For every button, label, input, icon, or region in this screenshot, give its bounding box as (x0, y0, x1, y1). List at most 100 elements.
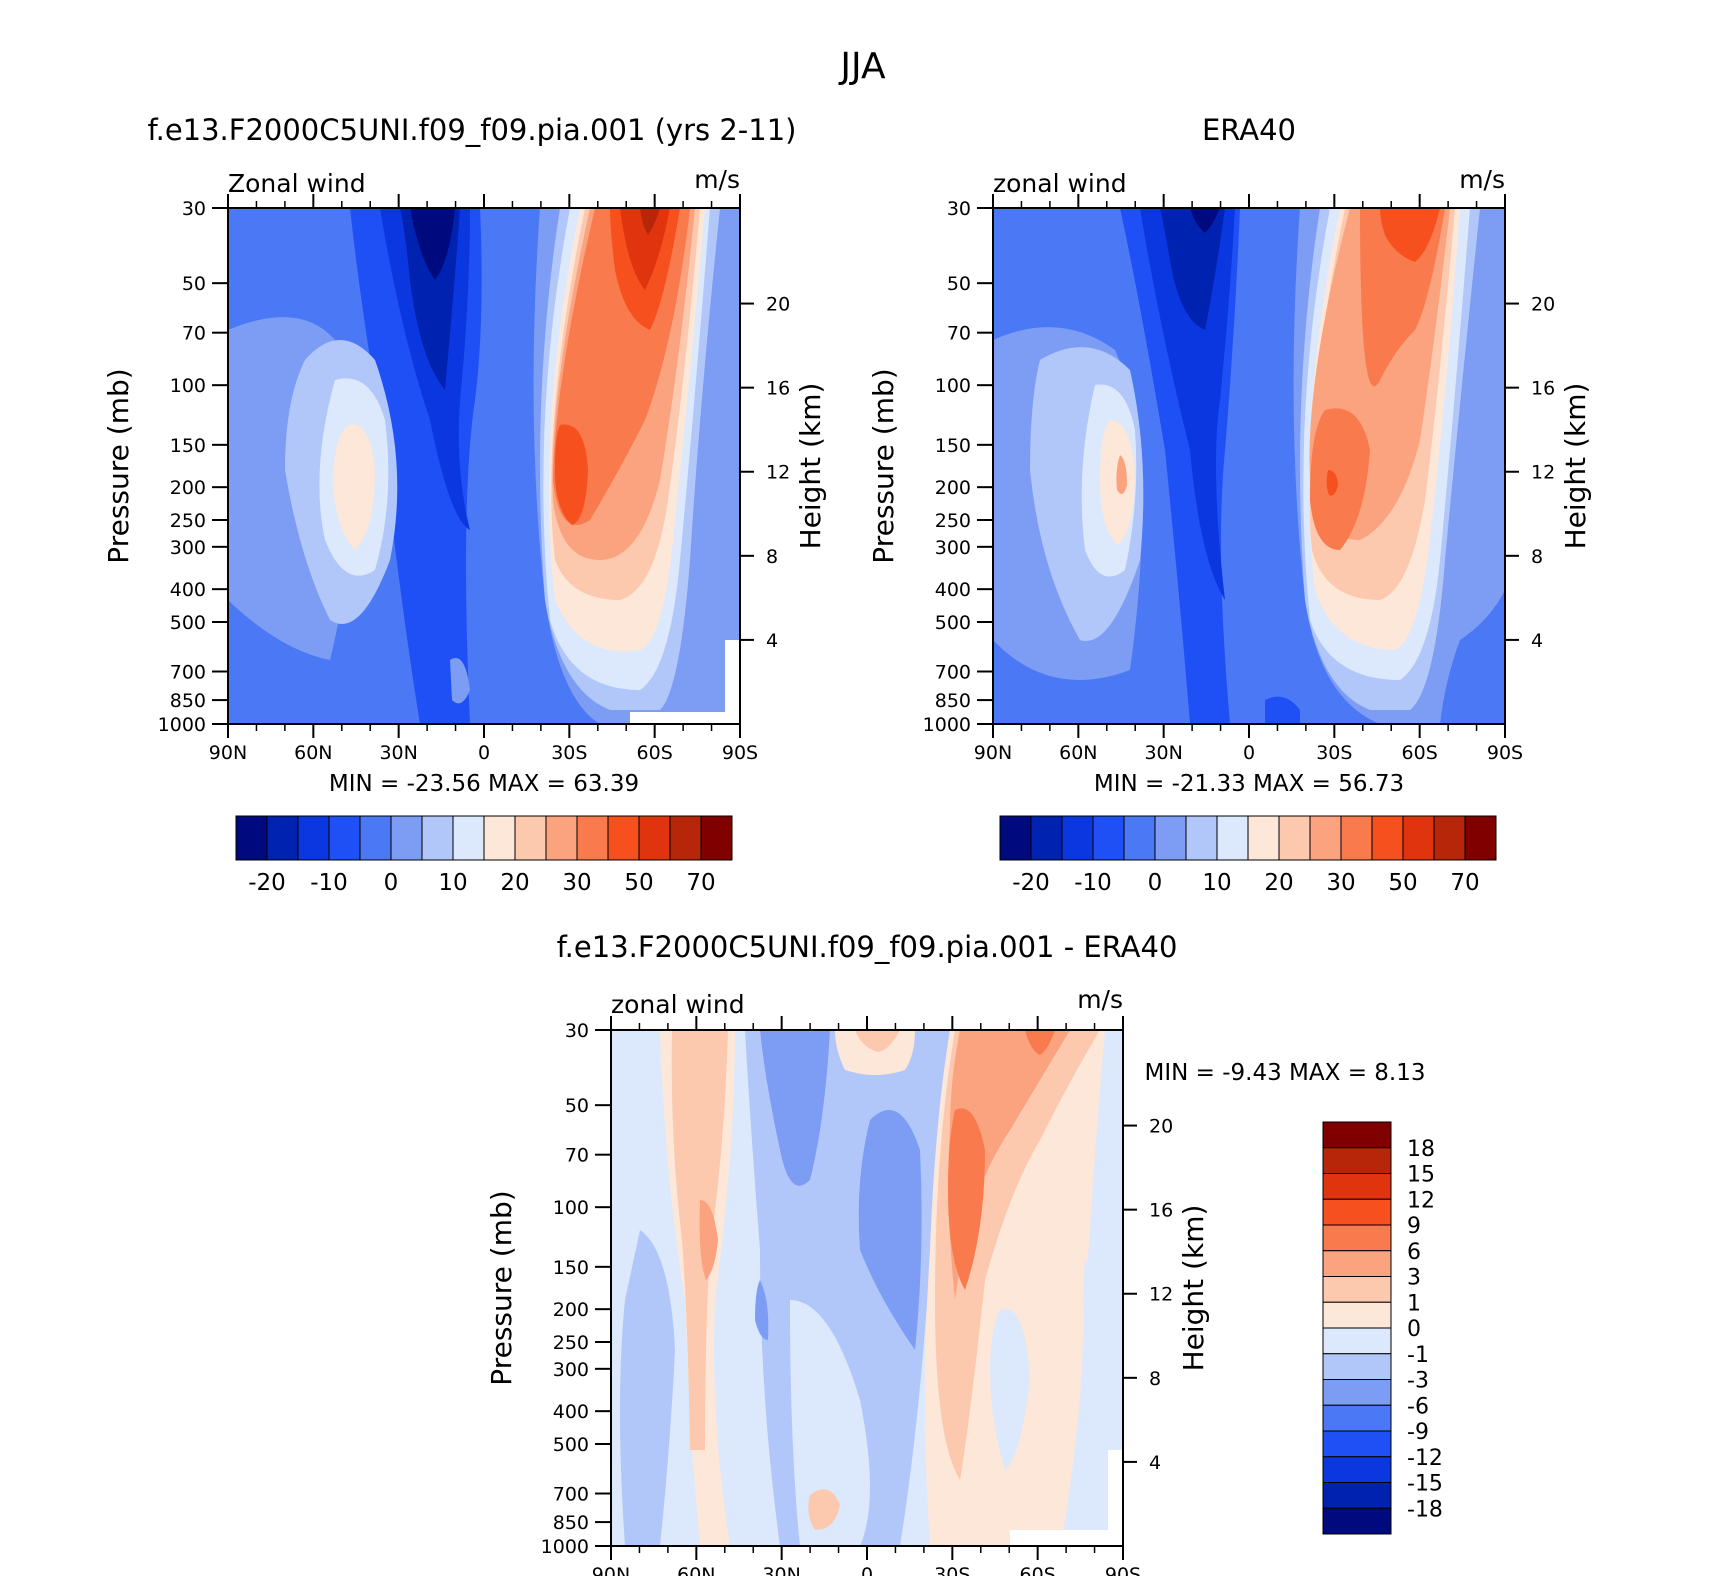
colorbar-swatch (1278, 815, 1311, 861)
y2-axis-title: Height (km) (1177, 1205, 1210, 1372)
contour-band (1083, 1260, 1110, 1372)
colorbar-swatch (576, 815, 609, 861)
colorbar-label: 1 (1407, 1291, 1421, 1316)
contour-band (790, 1300, 870, 1546)
y-tick-label: 70 (947, 323, 971, 345)
x-tick-label: 60N (294, 742, 332, 764)
colorbar-swatch (1322, 1276, 1392, 1303)
y-tick-label: 100 (935, 375, 971, 397)
contour-band (1440, 590, 1505, 724)
colorbar-label: 10 (1202, 870, 1231, 896)
y-tick-label: 250 (553, 1332, 589, 1354)
min-max-text: MIN = -9.43 MAX = 8.13 (1145, 1060, 1426, 1086)
colorbar-label: 70 (1450, 870, 1479, 896)
y-axis-title: Pressure (mb) (485, 1190, 518, 1385)
contour-field (611, 1030, 1123, 1546)
colorbar-label: 50 (1388, 870, 1417, 896)
colorbar-swatch (421, 815, 454, 861)
y-tick-label: 100 (170, 375, 206, 397)
contour-band (1310, 408, 1370, 550)
y-tick-label: 500 (935, 612, 971, 634)
contour-band (450, 658, 470, 704)
y-tick-label: 250 (170, 510, 206, 532)
colorbar-label: 0 (384, 870, 399, 896)
colorbar-swatch (1030, 815, 1063, 861)
height-tick-label: 4 (766, 630, 778, 652)
colorbar-label: 30 (1326, 870, 1355, 896)
colorbar-swatch (359, 815, 392, 861)
contour-band (640, 208, 660, 235)
y2-axis-title: Height (km) (794, 383, 827, 550)
panel-diff: f.e13.F2000C5UNI.f09_f09.pia.001 - ERA40… (485, 930, 1443, 1576)
colorbar-swatch (1322, 1198, 1392, 1226)
y-tick-label: 200 (935, 477, 971, 499)
contour-band (228, 208, 335, 330)
colorbar-label: 0 (1148, 870, 1163, 896)
contour-field (228, 208, 740, 724)
colorbar: -20 -10 0 10 20 30 50 70 (999, 815, 1497, 896)
height-tick-label: 20 (1531, 294, 1555, 316)
figure-title: JJA (838, 46, 886, 87)
colorbar-swatch (1340, 815, 1373, 861)
height-tick-label: 4 (1531, 630, 1543, 652)
colorbar-label: 3 (1407, 1266, 1421, 1291)
y-tick-label: 700 (935, 662, 971, 684)
y-tick-label: 850 (170, 690, 206, 712)
colorbar-label: 70 (686, 870, 715, 896)
colorbar-label: 20 (1264, 870, 1293, 896)
x-tick-label: 90N (974, 742, 1012, 764)
variable-label: Zonal wind (228, 169, 366, 198)
colorbar-swatch (1123, 815, 1156, 861)
missing-data (630, 712, 725, 724)
contour-band (835, 1030, 915, 1075)
y-axis-title: Pressure (mb) (102, 368, 135, 563)
x-tick-label: 60S (637, 742, 673, 764)
colorbar-label: -10 (1074, 870, 1112, 896)
y-tick-label: 850 (935, 690, 971, 712)
colorbar-swatch (1154, 815, 1187, 861)
x-tick-label: 0 (1243, 742, 1255, 764)
x-tick-label: 60N (1059, 742, 1097, 764)
height-tick-label: 8 (766, 546, 778, 568)
contour-band (1380, 208, 1440, 262)
y-tick-label: 300 (553, 1359, 589, 1381)
y-tick-label: 1000 (158, 714, 206, 736)
contour-band (1360, 208, 1445, 387)
colorbar-swatch (235, 815, 268, 861)
x-tick-label: 90N (209, 742, 247, 764)
x-tick-label: 30S (1316, 742, 1352, 764)
height-tick-label: 16 (766, 378, 790, 400)
colorbar-label: -15 (1407, 1472, 1443, 1497)
colorbar-swatch (638, 815, 671, 861)
contour-band (1116, 455, 1127, 494)
y-tick-label: 70 (182, 323, 206, 345)
colorbar-label: -3 (1407, 1369, 1429, 1394)
colorbar-swatch (1322, 1224, 1392, 1252)
contour-band (555, 424, 588, 525)
colorbar-label: 20 (500, 870, 529, 896)
y-tick-label: 850 (553, 1512, 589, 1534)
variable-label: zonal wind (993, 169, 1127, 198)
colorbar-label: -10 (310, 870, 348, 896)
colorbar-swatch (1185, 815, 1218, 861)
colorbar-swatch (1247, 815, 1280, 861)
contour-band (760, 1030, 830, 1186)
y2-axis-title: Height (km) (1559, 383, 1592, 550)
x-tick-label: 90S (722, 742, 758, 764)
panel-model: f.e13.F2000C5UNI.f09_f09.pia.001 (yrs 2-… (102, 113, 827, 896)
contour-band (1160, 208, 1225, 330)
contour-band (1140, 208, 1235, 600)
y-tick-label: 700 (170, 662, 206, 684)
y-tick-label: 500 (553, 1434, 589, 1456)
y-tick-label: 700 (553, 1484, 589, 1506)
colorbar-label: -12 (1407, 1446, 1443, 1471)
colorbar-label: -1 (1407, 1343, 1429, 1368)
colorbar-swatch (1322, 1404, 1392, 1432)
height-tick-label: 12 (1531, 462, 1555, 484)
y-tick-label: 400 (553, 1401, 589, 1423)
contour-band (671, 1030, 728, 1450)
units-label: m/s (1459, 165, 1505, 194)
contour-band (1190, 208, 1220, 233)
height-tick-label: 4 (1149, 1452, 1161, 1474)
